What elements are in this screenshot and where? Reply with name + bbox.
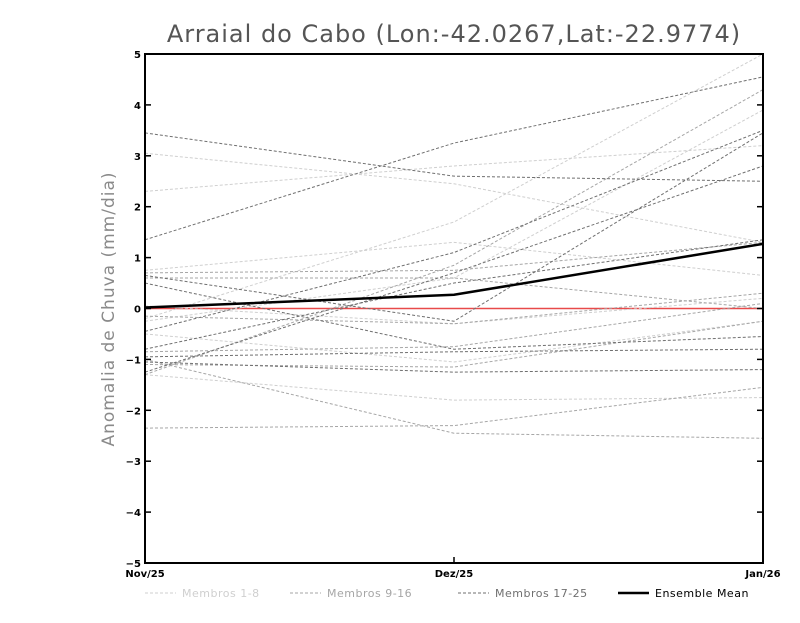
y-tick-label: −2 bbox=[126, 406, 141, 417]
series-line-member-22 bbox=[145, 282, 763, 350]
y-tick-label: 5 bbox=[134, 50, 141, 61]
series-line-member-17 bbox=[145, 132, 763, 182]
series-line-member-16 bbox=[145, 241, 763, 274]
x-tick-label: Nov/25 bbox=[125, 569, 164, 580]
y-tick-label: −3 bbox=[126, 457, 141, 468]
x-tick-label: Dez/25 bbox=[435, 569, 474, 580]
x-tick-label: Jan/26 bbox=[744, 569, 780, 580]
y-tick-label: 0 bbox=[134, 305, 141, 316]
series-line-member-20 bbox=[145, 129, 763, 332]
legend-label: Ensemble Mean bbox=[655, 587, 749, 600]
series-line-member-12 bbox=[145, 292, 763, 325]
series-line-member-19 bbox=[145, 132, 763, 322]
series-line-member-18 bbox=[145, 76, 763, 241]
y-tick-label: −4 bbox=[126, 508, 141, 519]
y-tick-label: −1 bbox=[126, 355, 141, 366]
legend-label: Membros 9-16 bbox=[327, 587, 412, 600]
series-line-member-1 bbox=[145, 152, 763, 243]
series-line-member-2 bbox=[145, 145, 763, 192]
series-line-member-10 bbox=[145, 302, 763, 353]
series-line-member-13 bbox=[145, 89, 763, 376]
legend-label: Membros 17-25 bbox=[495, 587, 588, 600]
series-line-member-25 bbox=[145, 361, 763, 373]
y-tick-label: 3 bbox=[134, 152, 141, 163]
series-line-member-24 bbox=[145, 348, 763, 358]
y-tick-label: 4 bbox=[134, 101, 141, 112]
series-line-member-11 bbox=[145, 320, 763, 368]
series-line-member-5 bbox=[145, 320, 763, 363]
y-tick-label: 1 bbox=[134, 254, 141, 265]
y-tick-label: −5 bbox=[126, 559, 141, 570]
y-tick-label: 2 bbox=[134, 203, 141, 214]
legend: Membros 1-8 Membros 9-16 Membros 17-25 Ense… bbox=[145, 587, 749, 600]
legend-label: Membros 1-8 bbox=[182, 587, 260, 600]
series-line-member-8 bbox=[145, 297, 763, 325]
series-line-member-3 bbox=[145, 241, 763, 276]
series-line-member-15 bbox=[145, 358, 763, 439]
series-line-member-14 bbox=[145, 386, 763, 429]
series-line-member-7 bbox=[145, 109, 763, 322]
series-line-member-23 bbox=[145, 165, 763, 373]
series-line-member-9 bbox=[145, 277, 763, 309]
series-line-member-4 bbox=[145, 54, 763, 320]
series-group bbox=[145, 54, 763, 439]
series-line-member-21 bbox=[145, 239, 763, 350]
chart-title: Arraial do Cabo (Lon:-42.0267,Lat:-22.97… bbox=[167, 20, 741, 48]
series-line-ensemble-mean bbox=[145, 242, 763, 309]
y-axis-label: Anomalia de Chuva (mm/dia) bbox=[99, 171, 119, 446]
series-line-member-6 bbox=[145, 374, 763, 401]
